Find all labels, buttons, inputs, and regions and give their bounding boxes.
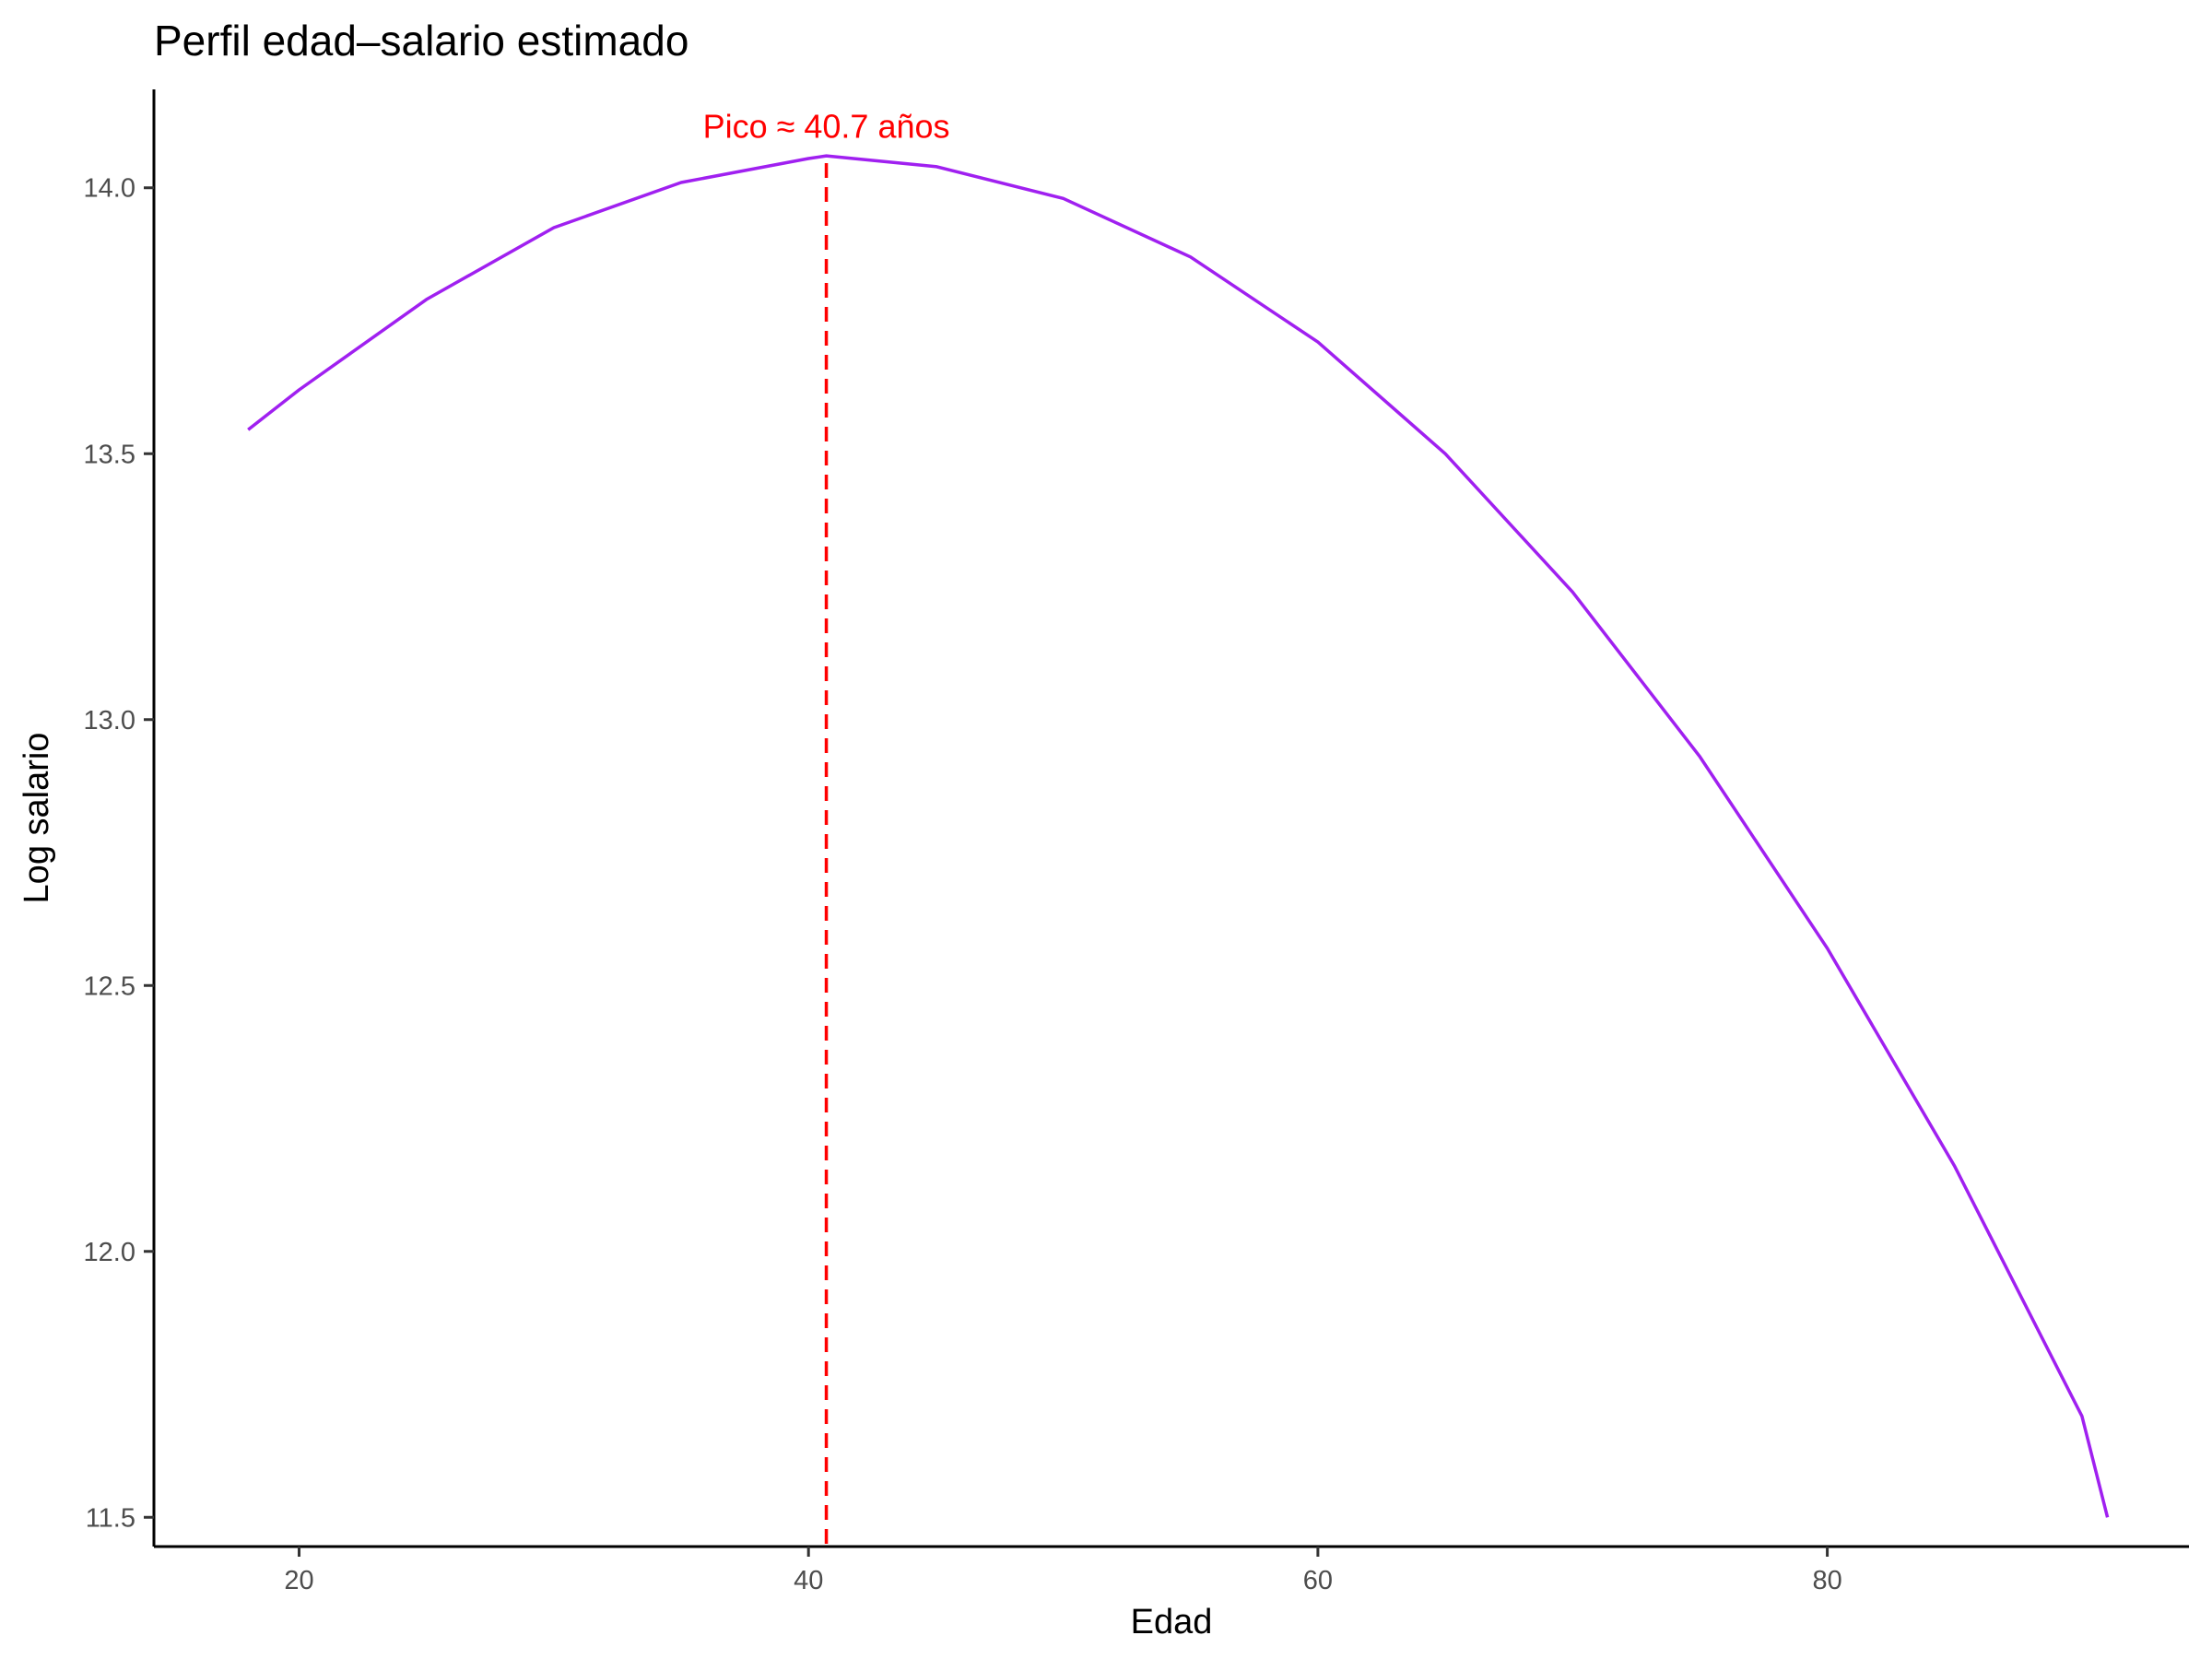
y-tick-label: 14.0 xyxy=(84,174,135,204)
chart-title: Perfil edad–salario estimado xyxy=(154,17,688,65)
y-tick-label: 11.5 xyxy=(86,1503,135,1533)
y-tick-label: 13.0 xyxy=(84,706,135,735)
x-tick-label: 40 xyxy=(794,1566,823,1595)
x-tick-label: 20 xyxy=(284,1566,313,1595)
series-line xyxy=(247,154,2110,1518)
y-axis-title: Log salario xyxy=(18,733,56,904)
y-tick-label: 12.5 xyxy=(84,971,135,1001)
x-axis-title: Edad xyxy=(1131,1603,1213,1641)
peak-annotation: Pico ≈ 40.7 años xyxy=(703,107,950,145)
y-tick-label: 13.5 xyxy=(84,440,135,469)
x-tick-label: 80 xyxy=(1812,1566,1841,1595)
x-tick-label: 60 xyxy=(1303,1566,1333,1595)
x-axis-ticks: 20 40 60 80 xyxy=(284,1547,1842,1595)
y-axis-ticks: 11.5 12.0 12.5 13.0 13.5 14.0 xyxy=(84,174,154,1533)
y-tick-label: 12.0 xyxy=(84,1238,135,1267)
plot-area: Pico ≈ 40.7 años xyxy=(247,107,2110,1547)
